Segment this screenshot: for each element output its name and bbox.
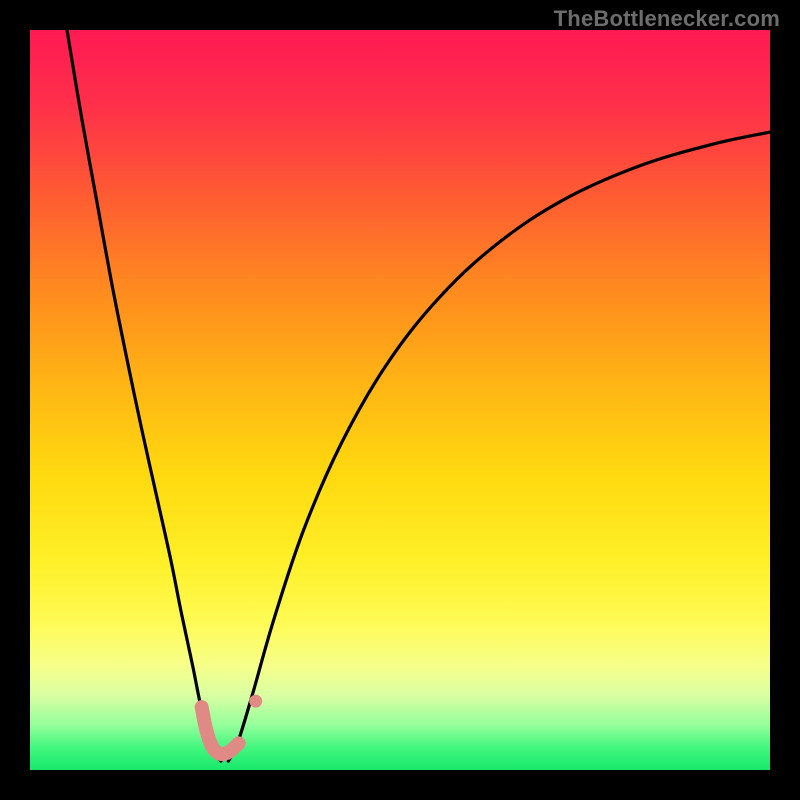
highlight-marker-secondary: [249, 695, 262, 708]
frame-top: [0, 0, 800, 30]
gradient-background: [30, 30, 770, 770]
chart-stage: TheBottlenecker.com: [0, 0, 800, 800]
plot-svg: [30, 30, 770, 770]
frame-left: [0, 0, 30, 800]
plot-area: [30, 30, 770, 770]
frame-right: [770, 0, 800, 800]
frame-bottom: [0, 770, 800, 800]
